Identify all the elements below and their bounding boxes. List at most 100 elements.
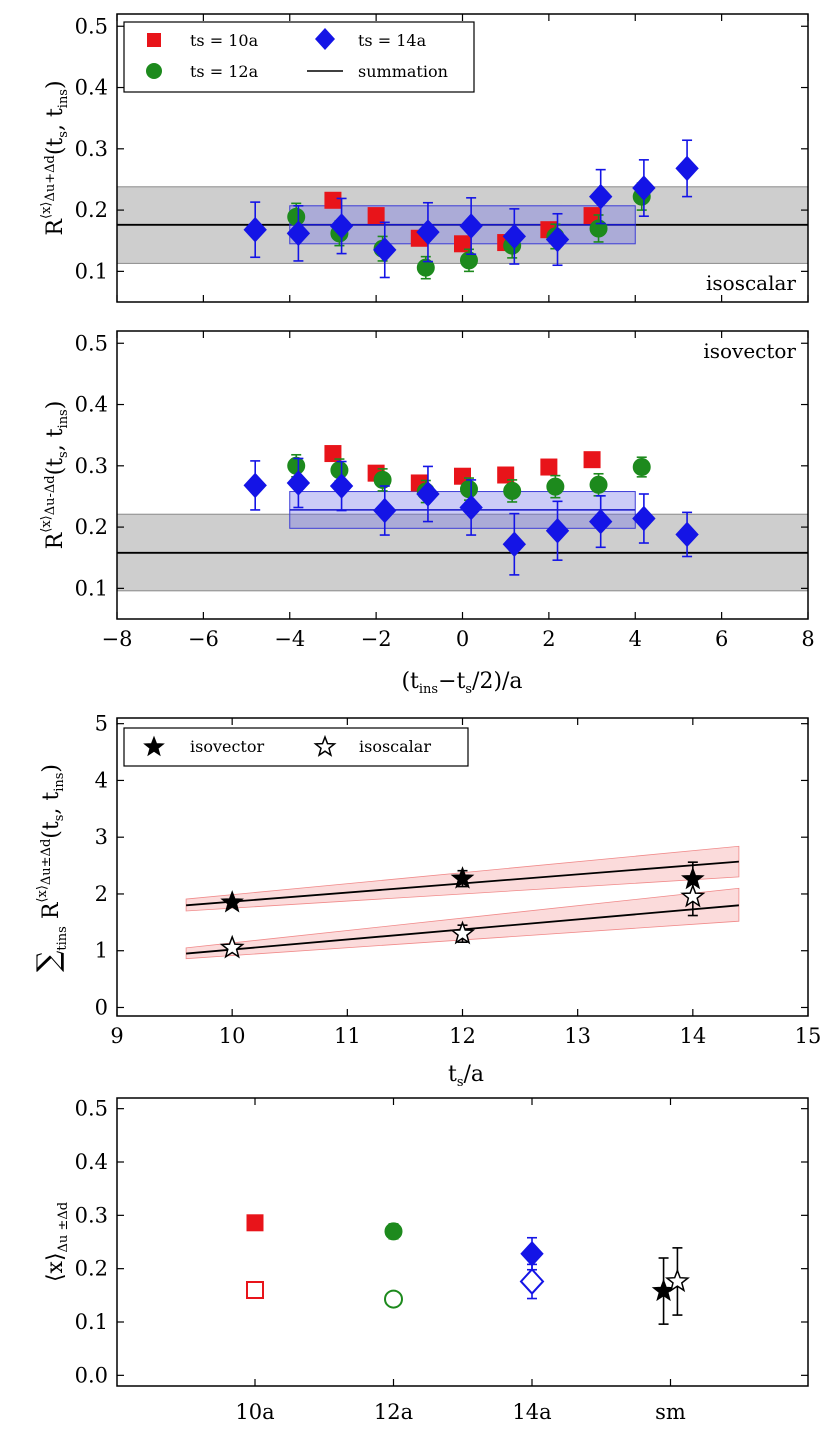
p2-s2-point xyxy=(545,518,570,544)
p4-14a-open-point xyxy=(519,1267,545,1295)
svg-text:∑tins R⟨x⟩Δu±Δd(ts, tins): ∑tins R⟨x⟩Δu±Δd(ts, tins) xyxy=(31,764,70,972)
p2-xtick-label: −2 xyxy=(361,627,392,651)
p4-ytick-label: 0.3 xyxy=(75,1203,108,1227)
p2-xtick-label: 8 xyxy=(801,627,814,651)
p1-s1-point xyxy=(287,207,306,226)
p2-xtick-label: 6 xyxy=(715,627,728,651)
p1-s2-point xyxy=(459,213,483,239)
legend-label-ts12: ts = 12a xyxy=(190,62,259,81)
p4-10a-open-point xyxy=(246,1281,264,1299)
p1-s0-point xyxy=(324,191,342,209)
panel-isovector: 0.1 0.2 0.3 0.4 0.5 −8 −6 −4 −2 0 2 4 6 8 isovector R… xyxy=(39,330,815,697)
p1-ytick-label: 0.3 xyxy=(75,137,108,161)
p2-s1-point xyxy=(632,458,651,477)
p1-s2-point xyxy=(675,155,699,182)
legend-label-ts14: ts = 14a xyxy=(358,31,427,50)
svg-text:⟨x⟩Δu ±Δd: ⟨x⟩Δu ±Δd xyxy=(43,1202,71,1282)
p2-xtick-label: 0 xyxy=(456,627,469,651)
p2-s1-point xyxy=(287,456,306,475)
p2-xtick-label: −4 xyxy=(274,627,305,651)
p3-ytick-label: 4 xyxy=(95,768,108,792)
p2-xtick-label: 4 xyxy=(629,627,642,651)
p1-s2-point xyxy=(589,183,613,210)
panel-summation-xlabel: ts/a xyxy=(448,1062,484,1090)
p4-10a-filled-point xyxy=(246,1214,264,1232)
p2-s2-point xyxy=(459,494,483,521)
legend-marker-isoscalar xyxy=(313,734,337,757)
p4-sm-open-point xyxy=(664,1268,690,1293)
panel-final-values-frame xyxy=(116,1097,809,1387)
p1-s2-point xyxy=(545,226,570,253)
p2-s2-point xyxy=(329,473,354,499)
legend-frame xyxy=(123,21,475,93)
p1-ytick-label: 0.2 xyxy=(75,198,108,222)
legend-marker-ts14 xyxy=(315,28,335,50)
p2-s2-point xyxy=(373,497,397,524)
p3-ytick-label: 5 xyxy=(95,712,108,736)
p2-s2-point xyxy=(632,505,656,532)
p4-xtick-label: 12a xyxy=(374,1400,413,1424)
legend-label-ts10: ts = 10a xyxy=(190,31,259,50)
p3-xtick-label: 12 xyxy=(449,1024,476,1048)
p2-ytick-label: 0.5 xyxy=(75,331,108,355)
p4-xtick-label: 10a xyxy=(235,1400,274,1424)
p1-ytick-label: 0.1 xyxy=(75,259,108,283)
p4-14a-filled-point xyxy=(520,1240,544,1267)
p4-ytick-label: 0.4 xyxy=(75,1150,108,1174)
p3-isovector-point xyxy=(450,866,475,889)
p1-s1-point xyxy=(416,258,435,277)
p2-s0-point xyxy=(497,466,515,484)
p3-xtick-label: 9 xyxy=(110,1024,123,1048)
p3-ytick-label: 0 xyxy=(95,995,108,1019)
p4-ytick-label: 0.5 xyxy=(75,1097,108,1121)
svg-text:R⟨x⟩Δu+Δd(ts, tins): R⟨x⟩Δu+Δd(ts, tins) xyxy=(39,80,71,235)
p1-ytick-label: 0.5 xyxy=(75,14,108,38)
p2-s1-point xyxy=(546,477,565,496)
legend-marker-ts10 xyxy=(147,33,161,47)
p3-isoscalar-point xyxy=(219,934,245,959)
p2-xtick-label: −6 xyxy=(188,627,219,651)
p3-xtick-label: 10 xyxy=(219,1024,246,1048)
panel-final-values: 0.0 0.1 0.2 0.3 0.4 0.5 10a 12a 14a sm ⟨x⟩Δu ±Δd xyxy=(43,1097,809,1424)
p2-xtick-label: −8 xyxy=(102,627,133,651)
panel-summation-legend: isovector isoscalar xyxy=(123,727,469,767)
p2-ytick-label: 0.1 xyxy=(75,576,108,600)
p2-s0-point xyxy=(324,445,342,463)
p3-isoscalar-point xyxy=(449,920,476,945)
panel-isoscalar-legend: ts = 10a ts = 14a ts = 12a summation xyxy=(123,21,475,93)
panel-isoscalar-annotation: isoscalar xyxy=(706,271,796,295)
p4-12a-open-point xyxy=(384,1289,403,1309)
legend-label-isoscalar: isoscalar xyxy=(359,737,431,756)
p1-s2-point xyxy=(416,219,440,245)
p4-xtick-label: sm xyxy=(655,1400,686,1424)
p2-s2-point xyxy=(589,508,613,535)
panel-summation-ylabel: ∑tins R⟨x⟩Δu±Δd(ts, tins) xyxy=(31,764,70,972)
p2-s1-point xyxy=(373,470,392,489)
svg-text:(tins−ts/2)/a: (tins−ts/2)/a xyxy=(401,669,522,697)
p3-xtick-label: 13 xyxy=(564,1024,591,1048)
p2-s2-point xyxy=(502,531,527,557)
p1-s2-point xyxy=(373,237,397,263)
p3-xtick-label: 11 xyxy=(334,1024,361,1048)
panel-isovector-annotation: isovector xyxy=(703,339,796,363)
p2-s2-point xyxy=(286,470,311,496)
p2-ytick-label: 0.4 xyxy=(75,393,108,417)
p2-ytick-label: 0.3 xyxy=(75,454,108,478)
p2-s1-point xyxy=(503,481,522,500)
legend-label-summation: summation xyxy=(358,62,448,81)
panel-isovector-ylabel: R⟨x⟩Δu-Δd(ts, tins) xyxy=(39,401,71,550)
panel-isoscalar: 0.1 0.2 0.3 0.4 0.5 isoscalar R⟨x⟩Δu+Δd(ts, … xyxy=(39,13,809,303)
p2-s1-point xyxy=(589,475,608,494)
p2-s2-point xyxy=(416,481,440,507)
p3-xtick-label: 14 xyxy=(679,1024,706,1048)
p1-s0-point xyxy=(367,207,385,225)
svg-text:ts/a: ts/a xyxy=(448,1062,484,1090)
p4-12a-filled-point xyxy=(384,1222,403,1241)
p1-s1-point xyxy=(459,251,478,270)
p1-s2-point xyxy=(502,223,527,250)
p1-s2-point xyxy=(632,175,656,201)
p2-s0-point xyxy=(583,451,601,469)
p3-isovector-point xyxy=(220,890,244,913)
p2-xtick-label: 2 xyxy=(542,627,555,651)
